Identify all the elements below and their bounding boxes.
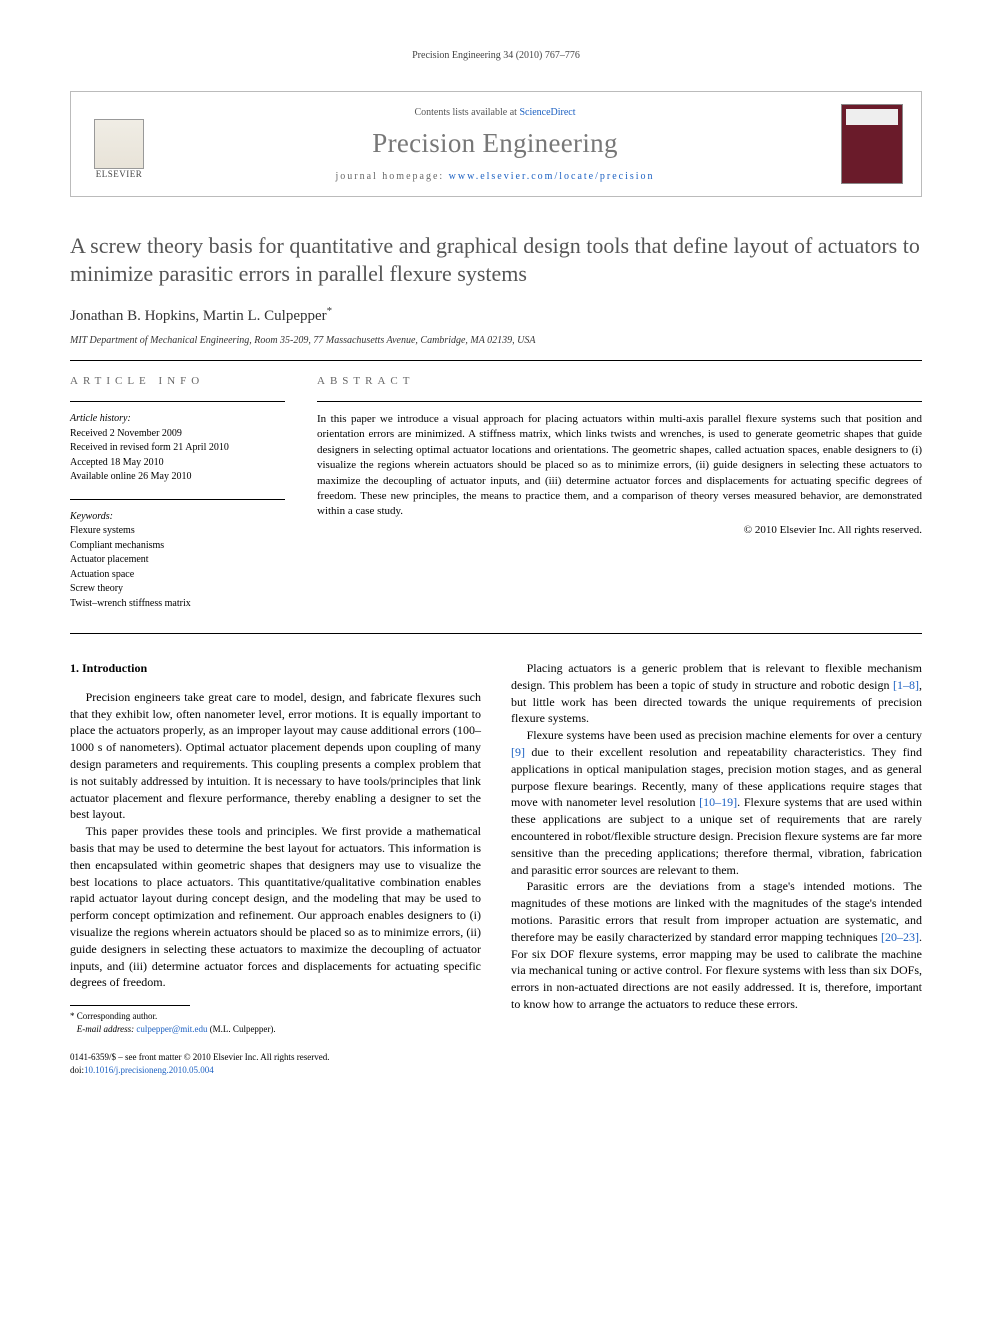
divider <box>70 401 285 402</box>
body-paragraph: Parasitic errors are the deviations from… <box>511 878 922 1012</box>
publisher-logo: ELSEVIER <box>89 109 149 179</box>
corresponding-email-link[interactable]: culpepper@mit.edu <box>136 1024 207 1034</box>
history-item: Available online 26 May 2010 <box>70 470 285 485</box>
abstract-label: ABSTRACT <box>317 375 922 387</box>
divider <box>317 401 922 402</box>
body-paragraph: Precision engineers take great care to m… <box>70 689 481 823</box>
abstract-text: In this paper we introduce a visual appr… <box>317 412 922 520</box>
keyword-item: Actuator placement <box>70 553 285 568</box>
body-text: Parasitic errors are the deviations from… <box>511 879 922 943</box>
divider <box>70 633 922 634</box>
article-info-label: ARTICLE INFO <box>70 375 285 387</box>
authors-names: Jonathan B. Hopkins, Martin L. Culpepper <box>70 308 327 324</box>
citation-link[interactable]: [10–19] <box>699 795 737 809</box>
history-label: Article history: <box>70 412 285 427</box>
keywords-label: Keywords: <box>70 510 285 525</box>
keyword-item: Screw theory <box>70 582 285 597</box>
footnote-label: Corresponding author. <box>77 1011 158 1021</box>
keyword-item: Actuation space <box>70 568 285 583</box>
divider <box>70 499 285 500</box>
abstract-copyright: © 2010 Elsevier Inc. All rights reserved… <box>317 524 922 536</box>
keyword-item: Flexure systems <box>70 524 285 539</box>
keyword-item: Twist–wrench stiffness matrix <box>70 597 285 612</box>
history-item: Received in revised form 21 April 2010 <box>70 441 285 456</box>
section-heading-introduction: 1. Introduction <box>70 660 481 677</box>
article-body: 1. Introduction Precision engineers take… <box>70 660 922 1077</box>
homepage-prefix: journal homepage: <box>335 171 448 182</box>
citation-link[interactable]: [20–23] <box>881 930 919 944</box>
corresponding-mark: * <box>327 305 333 317</box>
corresponding-author-footnote: * Corresponding author. E-mail address: … <box>70 1010 481 1035</box>
keyword-item: Compliant mechanisms <box>70 539 285 554</box>
journal-masthead: ELSEVIER Contents lists available at Sci… <box>70 91 922 197</box>
author-list: Jonathan B. Hopkins, Martin L. Culpepper… <box>70 305 922 325</box>
affiliation: MIT Department of Mechanical Engineering… <box>70 335 922 346</box>
running-header: Precision Engineering 34 (2010) 767–776 <box>70 50 922 61</box>
citation-link[interactable]: [1–8] <box>893 678 919 692</box>
doi-prefix: doi: <box>70 1065 84 1075</box>
email-label: E-mail address: <box>77 1024 134 1034</box>
contents-available-line: Contents lists available at ScienceDirec… <box>167 107 823 118</box>
footnote-rule <box>70 1005 190 1006</box>
article-title: A screw theory basis for quantitative an… <box>70 232 922 287</box>
sciencedirect-link[interactable]: ScienceDirect <box>519 107 575 118</box>
body-paragraph: This paper provides these tools and prin… <box>70 823 481 991</box>
cover-label: Precision Engineering <box>848 111 892 117</box>
email-person: (M.L. Culpepper). <box>210 1024 276 1034</box>
doi-link[interactable]: 10.1016/j.precisioneng.2010.05.004 <box>84 1065 214 1075</box>
footer-meta: 0141-6359/$ – see front matter © 2010 El… <box>70 1051 481 1076</box>
body-text: Flexure systems have been used as precis… <box>527 728 922 742</box>
citation-link[interactable]: [9] <box>511 745 525 759</box>
body-paragraph: Flexure systems have been used as precis… <box>511 727 922 878</box>
footnote-mark: * <box>70 1011 75 1021</box>
elsevier-tree-icon <box>94 119 144 169</box>
front-matter-line: 0141-6359/$ – see front matter © 2010 El… <box>70 1051 481 1064</box>
history-item: Accepted 18 May 2010 <box>70 456 285 471</box>
journal-name: Precision Engineering <box>167 128 823 159</box>
journal-cover-thumbnail: Precision Engineering <box>841 104 903 184</box>
divider <box>70 360 922 361</box>
publisher-name: ELSEVIER <box>96 169 143 179</box>
history-item: Received 2 November 2009 <box>70 427 285 442</box>
body-paragraph: Placing actuators is a generic problem t… <box>511 660 922 727</box>
journal-homepage-line: journal homepage: www.elsevier.com/locat… <box>167 171 823 182</box>
contents-prefix: Contents lists available at <box>414 107 519 118</box>
body-text: Placing actuators is a generic problem t… <box>511 661 922 692</box>
journal-homepage-link[interactable]: www.elsevier.com/locate/precision <box>449 171 655 182</box>
